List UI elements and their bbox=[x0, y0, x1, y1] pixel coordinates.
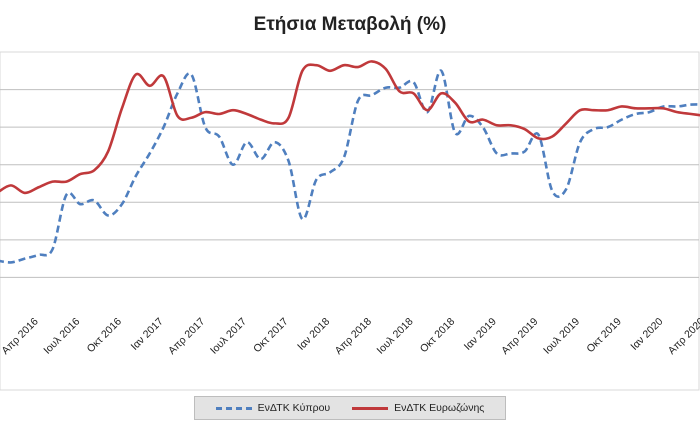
legend-label-cyprus: ΕνΔΤΚ Κύπρου bbox=[257, 402, 331, 414]
x-tick-label: Απρ 2017 bbox=[166, 316, 207, 357]
x-tick-label: Ιουλ 2019 bbox=[541, 316, 582, 357]
x-axis-tick-labels: Απρ 2016 Ιουλ 2016 Οκτ 2016 Ιαν 2017 Απρ 201… bbox=[0, 316, 700, 357]
x-tick-label: Οκτ 2018 bbox=[418, 316, 458, 356]
series-lines bbox=[0, 60, 700, 264]
series-line-cyprus bbox=[0, 69, 700, 264]
x-tick-label: Ιουλ 2018 bbox=[375, 316, 416, 357]
x-tick-label: Απρ 2019 bbox=[499, 316, 540, 357]
x-tick-label: Οκτ 2016 bbox=[85, 316, 125, 356]
legend-swatch-solid-red bbox=[352, 406, 389, 410]
gridlines bbox=[0, 89, 699, 278]
legend-label-eurozone: ΕνΔΤΚ Ευρωζώνης bbox=[394, 402, 485, 414]
x-tick-label: Ιαν 2019 bbox=[462, 316, 499, 353]
chart-title: Ετήσια Μεταβολή (%) bbox=[253, 14, 447, 35]
x-tick-label: Ιαν 2018 bbox=[295, 316, 332, 353]
series-line-eurozone bbox=[0, 60, 700, 195]
x-tick-label: Οκτ 2019 bbox=[584, 316, 624, 356]
x-tick-label: Απρ 2018 bbox=[333, 316, 374, 357]
plot-area-border bbox=[0, 51, 700, 391]
x-tick-label: Απρ 2020 bbox=[666, 316, 700, 357]
x-tick-label: Ιαν 2020 bbox=[628, 316, 665, 353]
x-tick-label: Απρ 2016 bbox=[0, 316, 41, 357]
x-tick-label: Ιαν 2017 bbox=[129, 316, 166, 353]
legend: ΕνΔΤΚ Κύπρου ΕνΔΤΚ Ευρωζώνης bbox=[194, 396, 506, 420]
x-tick-label: Ιουλ 2017 bbox=[208, 316, 249, 357]
legend-entry-cyprus: ΕνΔΤΚ Κύπρου bbox=[215, 402, 331, 414]
x-tick-label: Οκτ 2017 bbox=[251, 316, 291, 356]
legend-entry-eurozone: ΕνΔΤΚ Ευρωζώνης bbox=[352, 402, 484, 414]
legend-swatch-dashed-blue bbox=[215, 406, 252, 410]
x-tick-label: Ιουλ 2016 bbox=[41, 316, 82, 357]
